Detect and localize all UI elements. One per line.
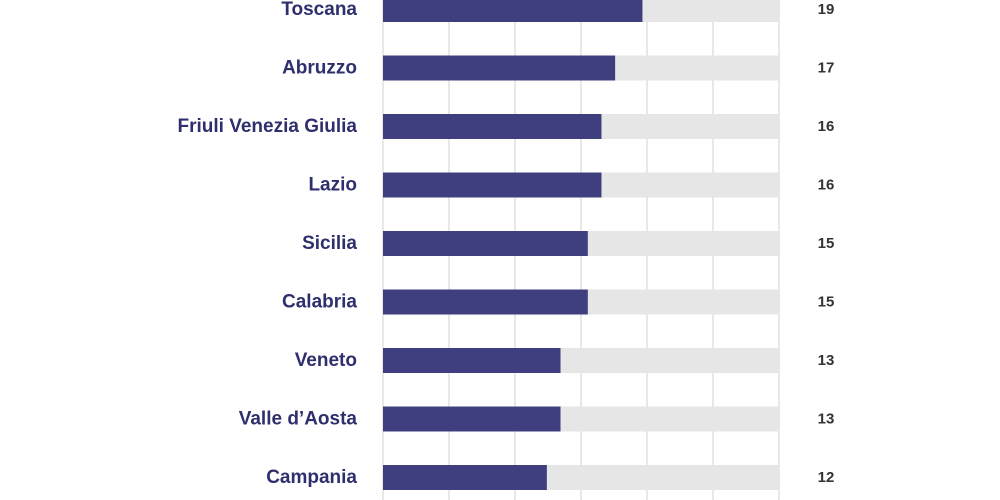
value-label: 16 — [818, 177, 835, 194]
value-label: 15 — [818, 294, 835, 311]
category-label: Valle d’Aosta — [239, 409, 358, 430]
value-label: 19 — [818, 1, 835, 18]
bar — [383, 55, 616, 81]
bar — [383, 465, 547, 490]
category-label: Abruzzo — [282, 58, 357, 79]
category-label: Friuli Venezia Giulia — [178, 116, 358, 137]
bar — [383, 172, 602, 198]
category-label: Calabria — [282, 292, 357, 313]
bar — [383, 114, 602, 139]
category-label-layer: Toscana Abruzzo Friuli Venezia Giulia Lazio… — [178, 0, 358, 488]
bar-layer — [383, 0, 643, 490]
category-label: Sicilia — [302, 233, 357, 254]
value-label: 17 — [818, 60, 835, 77]
value-label-layer: 19 17 16 16 15 15 13 13 12 — [818, 1, 835, 486]
value-label: 16 — [818, 118, 835, 135]
value-label: 12 — [818, 469, 835, 486]
bar — [383, 406, 561, 432]
category-label: Toscana — [281, 0, 357, 20]
bar — [383, 348, 561, 373]
category-label: Campania — [266, 467, 357, 488]
bar — [383, 289, 588, 315]
value-label: 15 — [818, 235, 835, 252]
bar — [383, 0, 643, 22]
value-label: 13 — [818, 352, 835, 369]
value-label: 13 — [818, 411, 835, 428]
category-label: Lazio — [308, 175, 357, 196]
bar — [383, 231, 588, 256]
category-label: Veneto — [295, 350, 357, 371]
